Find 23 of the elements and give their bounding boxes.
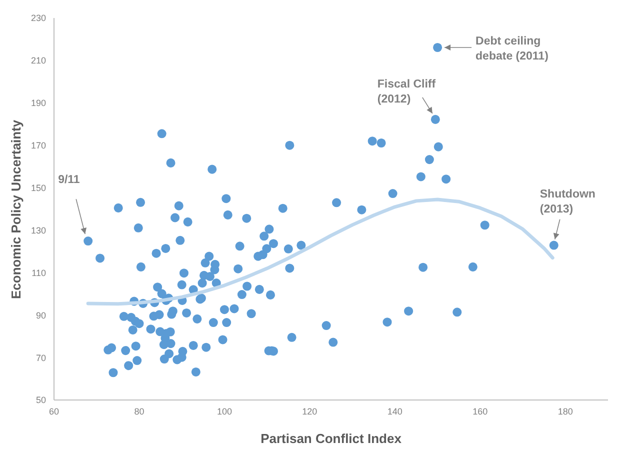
y-tick-label: 90 [36, 310, 46, 320]
y-tick-label: 70 [36, 352, 46, 363]
x-tick-label: 180 [558, 406, 573, 416]
annotation: 9/11 [58, 174, 80, 186]
annotation: Shutdown (2013) [540, 188, 596, 216]
y-tick-label: 170 [30, 140, 46, 151]
x-tick-label: 100 [216, 406, 232, 416]
x-tick-label: 120 [302, 406, 318, 416]
x-axis-title: Partisan Conflict Index [260, 431, 402, 446]
annotation: Debt ceiling debate (2011) [476, 36, 549, 62]
x-tick-label: 140 [387, 406, 402, 416]
y-tick-label: 150 [30, 182, 46, 193]
x-tick-label: 160 [472, 406, 488, 416]
y-tick-label: 110 [32, 268, 46, 278]
y-tick-label: 190 [30, 98, 46, 108]
y-tick-label: 130 [30, 225, 46, 236]
y-tick-label: 210 [30, 56, 46, 66]
x-tick-label: 80 [134, 406, 144, 416]
annotation: Fiscal Cliff (2012) [377, 78, 436, 106]
x-tick-label: 60 [48, 406, 60, 416]
y-tick-label: 50 [36, 395, 46, 406]
y-axis-title: Economic Policy Uncertainty [8, 119, 24, 299]
y-tick-label: 230 [30, 13, 46, 24]
